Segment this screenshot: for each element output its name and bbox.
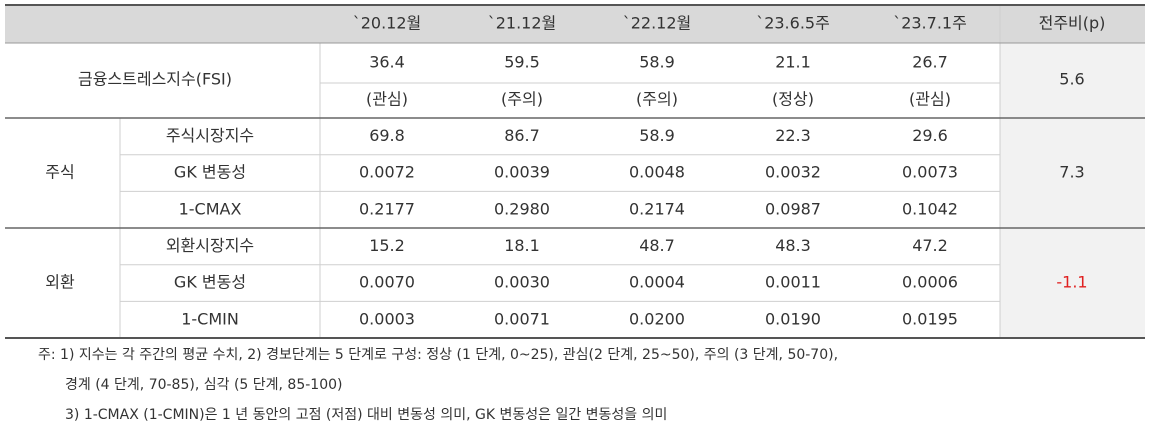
cell: 48.3: [775, 236, 811, 255]
cell: 48.7: [639, 236, 675, 255]
cell: 0.0003: [359, 309, 415, 328]
note: 경계 (4 단계, 70-85), 심각 (5 단계, 85-100): [65, 377, 342, 393]
row-label: GK 변동성: [174, 273, 246, 292]
row-label: 외환시장지수: [166, 236, 254, 255]
cell: 29.6: [912, 126, 948, 145]
cell: 15.2: [369, 236, 405, 255]
header-cell: 전주비(p): [1039, 14, 1106, 33]
cell: 0.0190: [765, 309, 821, 328]
cell: 86.7: [504, 126, 540, 145]
cell: 0.0011: [765, 273, 821, 292]
cell: 18.1: [504, 236, 540, 255]
cell: 0.2980: [494, 199, 550, 218]
cell: 0.0072: [359, 163, 415, 182]
change-col-bg: [1000, 43, 1145, 338]
cell: 21.1: [775, 53, 811, 72]
header-cell: `21.12월: [488, 14, 557, 33]
cell: 0.0200: [629, 309, 685, 328]
cell: (관심): [366, 90, 408, 109]
row-label: 1-CMAX: [179, 199, 242, 218]
row-label: 1-CMIN: [181, 309, 239, 328]
row-label: 주식시장지수: [166, 126, 254, 145]
cell: 58.9: [639, 53, 675, 72]
cell: 0.0071: [494, 309, 550, 328]
cell: 36.4: [369, 53, 405, 72]
row-label: GK 변동성: [174, 163, 246, 182]
cell: 0.0195: [902, 309, 958, 328]
cell: (주의): [636, 90, 678, 109]
header-cell: `23.6.5주: [756, 14, 830, 33]
row-label: 금융스트레스지수(FSI): [78, 70, 232, 89]
cell: 0.1042: [902, 199, 958, 218]
cell: 58.9: [639, 126, 675, 145]
cell: (관심): [909, 90, 951, 109]
cell: 59.5: [504, 53, 540, 72]
header-cell: `20.12월: [353, 14, 422, 33]
cell: 69.8: [369, 126, 405, 145]
cell: 0.0048: [629, 163, 685, 182]
cell: 0.2177: [359, 199, 415, 218]
note: 3) 1-CMAX (1-CMIN)은 1 년 동안의 고점 (저점) 대비 변…: [65, 407, 667, 423]
cell: 22.3: [775, 126, 811, 145]
change-cell: -1.1: [1056, 273, 1087, 292]
cell: 0.0987: [765, 199, 821, 218]
cell: 0.0070: [359, 273, 415, 292]
cell: 0.0004: [629, 273, 685, 292]
cell: 26.7: [912, 53, 948, 72]
header-cell: `23.7.1주: [893, 14, 967, 33]
cell: 47.2: [912, 236, 948, 255]
change-cell: 7.3: [1059, 163, 1084, 182]
cell: 0.0006: [902, 273, 958, 292]
cell: 0.0039: [494, 163, 550, 182]
cell: 0.0073: [902, 163, 958, 182]
header-bg: [5, 5, 1145, 43]
header-cell: `22.12월: [623, 14, 692, 33]
cell: (주의): [501, 90, 543, 109]
section-label: 주식: [45, 163, 74, 182]
change-cell: 5.6: [1059, 70, 1084, 89]
cell: 0.0032: [765, 163, 821, 182]
note: 주: 1) 지수는 각 주간의 평균 수치, 2) 경보단계는 5 단계로 구성…: [38, 347, 838, 363]
section-label: 외환: [45, 273, 75, 292]
cell: 0.2174: [629, 199, 685, 218]
cell: 0.0030: [494, 273, 550, 292]
cell: (정상): [772, 90, 814, 109]
